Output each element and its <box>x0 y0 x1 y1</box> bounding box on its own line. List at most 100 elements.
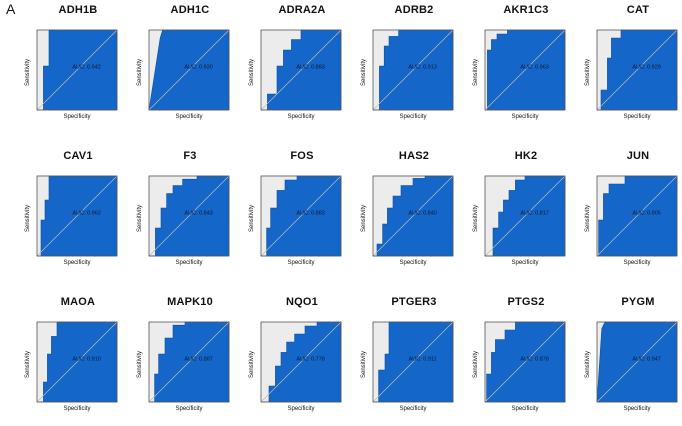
auc-label: AUC: 0.963 <box>520 64 548 70</box>
roc-panel-adh1b: ADH1B Sensitivity Specificity AUC: 0.942 <box>22 4 134 134</box>
roc-panel-f3: F3 Sensitivity Specificity AUC: 0.843 <box>134 150 246 280</box>
chart-title: ADH1B <box>58 4 98 16</box>
x-axis-label: Specificity <box>175 260 203 266</box>
auc-label: AUC: 0.929 <box>632 64 660 70</box>
plot-border <box>36 29 118 111</box>
diagonal-reference-line <box>484 175 566 257</box>
plot-border <box>36 321 118 403</box>
x-axis-label: Specificity <box>623 114 651 120</box>
diagonal-reference-line <box>36 175 118 257</box>
diagonal-reference-line <box>372 29 454 111</box>
panel-label: A <box>6 1 16 17</box>
chart-title: JUN <box>626 150 650 162</box>
auc-label: AUC: 0.930 <box>184 64 212 70</box>
roc-plot: AUC: 0.905 <box>596 175 678 257</box>
plot-border <box>36 175 118 257</box>
y-axis-label: Sensitivity <box>361 204 367 232</box>
chart-title: MAOA <box>60 296 96 308</box>
chart-title: HAS2 <box>398 150 430 162</box>
auc-label: AUC: 0.883 <box>296 64 324 70</box>
roc-plot: AUC: 0.883 <box>260 29 342 111</box>
y-axis-label: Sensitivity <box>249 58 255 86</box>
auc-label: AUC: 0.905 <box>632 210 660 216</box>
roc-plot: AUC: 0.942 <box>36 29 118 111</box>
plot-border <box>372 29 454 111</box>
diagonal-reference-line <box>148 175 230 257</box>
y-axis-label: Sensitivity <box>585 350 591 378</box>
y-axis-label: Sensitivity <box>137 350 143 378</box>
chart-title: FOS <box>290 150 314 162</box>
roc-panel-akr1c3: AKR1C3 Sensitivity Specificity AUC: 0.963 <box>470 4 582 134</box>
plot-border <box>484 321 566 403</box>
y-axis-label: Sensitivity <box>249 350 255 378</box>
diagonal-reference-line <box>260 175 342 257</box>
auc-label: AUC: 0.913 <box>408 64 436 70</box>
chart-title: HK2 <box>514 150 538 162</box>
roc-panel-fos: FOS Sensitivity Specificity AUC: 0.883 <box>246 150 358 280</box>
diagonal-reference-line <box>596 175 678 257</box>
roc-plot: AUC: 0.911 <box>372 321 454 403</box>
roc-panel-mapk10: MAPK10 Sensitivity Specificity AUC: 0.887 <box>134 296 246 426</box>
roc-panel-adra2a: ADRA2A Sensitivity Specificity AUC: 0.883 <box>246 4 358 134</box>
auc-label: AUC: 0.962 <box>72 210 100 216</box>
auc-label: AUC: 0.817 <box>520 210 548 216</box>
x-axis-label: Specificity <box>175 406 203 412</box>
roc-plot: AUC: 0.929 <box>596 29 678 111</box>
roc-panel-cav1: CAV1 Sensitivity Specificity AUC: 0.962 <box>22 150 134 280</box>
x-axis-label: Specificity <box>511 260 539 266</box>
y-axis-label: Sensitivity <box>585 58 591 86</box>
roc-plot: AUC: 0.930 <box>148 29 230 111</box>
chart-title: CAT <box>626 4 650 16</box>
plot-border <box>596 321 678 403</box>
roc-plot: AUC: 0.778 <box>260 321 342 403</box>
diagonal-reference-line <box>484 29 566 111</box>
diagonal-reference-line <box>148 29 230 111</box>
x-axis-label: Specificity <box>623 406 651 412</box>
auc-label: AUC: 0.883 <box>296 210 324 216</box>
roc-plot: AUC: 0.963 <box>484 29 566 111</box>
diagonal-reference-line <box>372 321 454 403</box>
roc-plot: AUC: 0.878 <box>484 321 566 403</box>
y-axis-label: Sensitivity <box>25 58 31 86</box>
y-axis-label: Sensitivity <box>473 204 479 232</box>
plot-border <box>260 175 342 257</box>
chart-title: F3 <box>183 150 197 162</box>
roc-panel-cat: CAT Sensitivity Specificity AUC: 0.929 <box>582 4 682 134</box>
x-axis-label: Specificity <box>63 114 91 120</box>
roc-plot: AUC: 0.840 <box>372 175 454 257</box>
x-axis-label: Specificity <box>511 406 539 412</box>
chart-title: CAV1 <box>63 150 93 162</box>
plot-border <box>372 175 454 257</box>
auc-label: AUC: 0.843 <box>184 210 212 216</box>
auc-label: AUC: 0.887 <box>184 356 212 362</box>
x-axis-label: Specificity <box>511 114 539 120</box>
y-axis-label: Sensitivity <box>361 58 367 86</box>
roc-plot: AUC: 0.887 <box>148 321 230 403</box>
x-axis-label: Specificity <box>287 114 315 120</box>
diagonal-reference-line <box>484 321 566 403</box>
roc-panel-ptger3: PTGER3 Sensitivity Specificity AUC: 0.911 <box>358 296 470 426</box>
roc-plot: AUC: 0.843 <box>148 175 230 257</box>
plot-border <box>260 321 342 403</box>
plot-border <box>596 175 678 257</box>
plot-border <box>260 29 342 111</box>
plot-border <box>148 321 230 403</box>
diagonal-reference-line <box>596 321 678 403</box>
x-axis-label: Specificity <box>63 406 91 412</box>
roc-panel-maoa: MAOA Sensitivity Specificity AUC: 0.910 <box>22 296 134 426</box>
y-axis-label: Sensitivity <box>137 204 143 232</box>
chart-title: AKR1C3 <box>503 4 549 16</box>
auc-label: AUC: 0.840 <box>408 210 436 216</box>
roc-panel-adh1c: ADH1C Sensitivity Specificity AUC: 0.930 <box>134 4 246 134</box>
y-axis-label: Sensitivity <box>585 204 591 232</box>
plot-border <box>372 321 454 403</box>
chart-title: ADRA2A <box>278 4 326 16</box>
y-axis-label: Sensitivity <box>25 350 31 378</box>
roc-panel-jun: JUN Sensitivity Specificity AUC: 0.905 <box>582 150 682 280</box>
chart-title: PTGS2 <box>507 296 545 308</box>
roc-panel-pygm: PYGM Sensitivity Specificity AUC: 0.947 <box>582 296 682 426</box>
x-axis-label: Specificity <box>399 260 427 266</box>
auc-label: AUC: 0.878 <box>520 356 548 362</box>
roc-plot: AUC: 0.913 <box>372 29 454 111</box>
